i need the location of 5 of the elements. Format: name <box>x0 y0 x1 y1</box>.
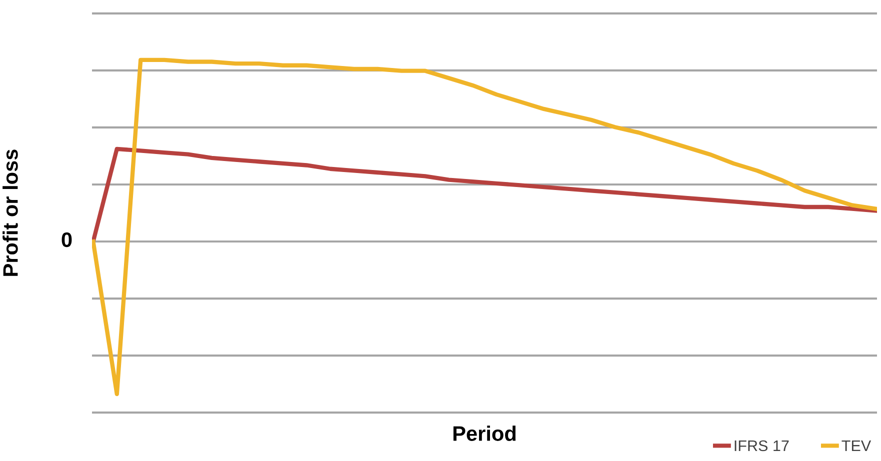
legend-label: IFRS 17 <box>734 440 789 452</box>
legend-label: TEV <box>842 440 872 452</box>
text: 0 <box>62 232 72 248</box>
y-axis-title: Profit or loss <box>2 150 18 276</box>
x-axis-title: Period <box>453 426 516 441</box>
